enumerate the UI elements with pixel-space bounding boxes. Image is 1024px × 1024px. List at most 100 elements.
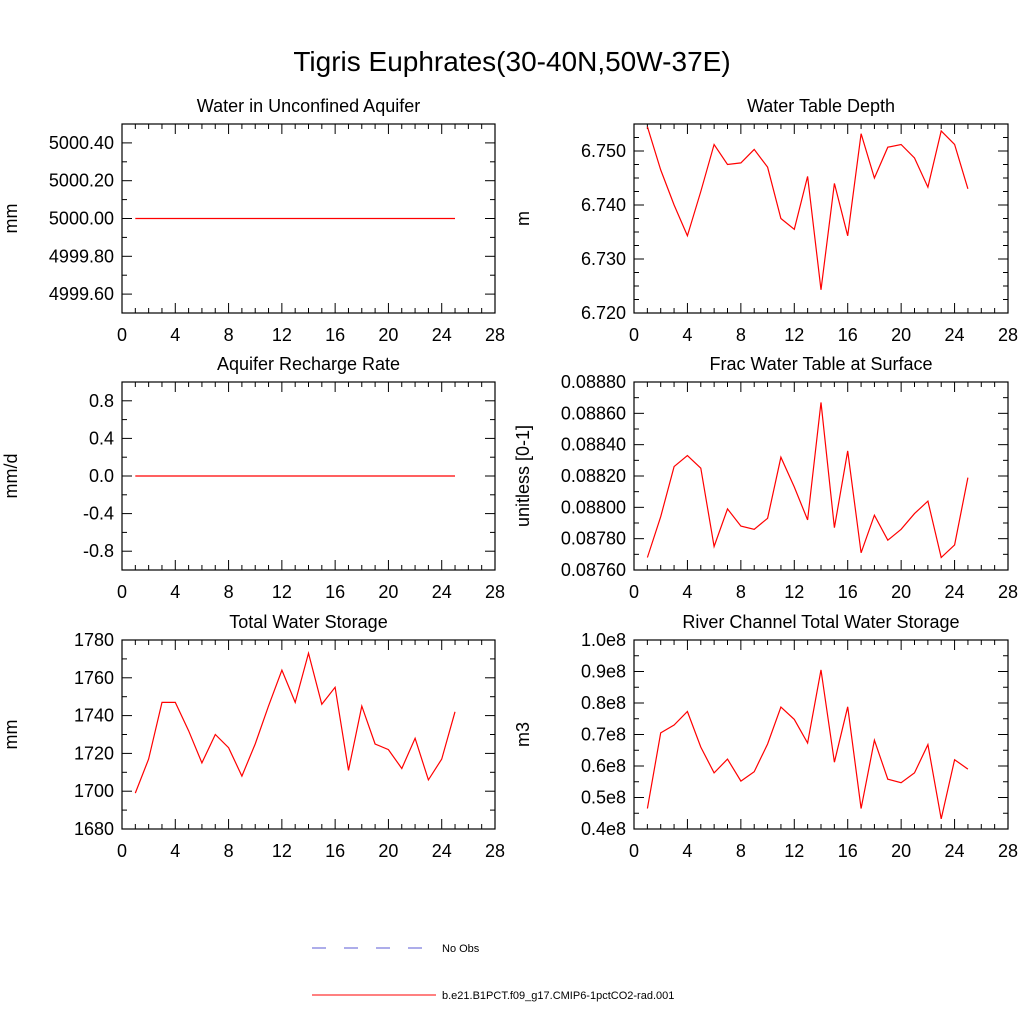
x-tick-label: 20	[891, 325, 911, 345]
y-tick-label: 1700	[74, 781, 114, 801]
y-tick-label: -0.8	[83, 541, 114, 561]
y-tick-label: 0.0	[89, 466, 114, 486]
y-tick-label: 0.6e8	[581, 756, 626, 776]
x-tick-label: 12	[272, 325, 292, 345]
y-tick-label: 5000.40	[49, 133, 114, 153]
y-tick-label: 1.0e8	[581, 630, 626, 650]
legend-label: No Obs	[442, 943, 480, 955]
x-tick-label: 20	[378, 325, 398, 345]
x-tick-label: 8	[736, 582, 746, 602]
y-tick-label: 6.750	[581, 141, 626, 161]
x-tick-label: 28	[485, 841, 505, 861]
plot-frame	[121, 381, 496, 571]
x-tick-label: 0	[629, 325, 639, 345]
x-tick-label: 0	[629, 582, 639, 602]
x-tick-label: 4	[682, 582, 692, 602]
x-tick-label: 16	[325, 325, 345, 345]
y-axis-label: m3	[513, 722, 533, 747]
panel-title: Water in Unconfined Aquifer	[197, 96, 420, 116]
y-tick-label: 0.8e8	[581, 693, 626, 713]
x-tick-label: 20	[891, 582, 911, 602]
x-tick-label: 4	[170, 325, 180, 345]
y-axis-label: m	[513, 211, 533, 226]
chart-panel: 0 4 8 12 16 20 24 28 4999.60 4999.80 5000.00 5000.2…	[1, 96, 505, 345]
series-line	[134, 650, 456, 794]
x-tick-label: 16	[325, 582, 345, 602]
x-tick-label: 8	[736, 841, 746, 861]
plot-frame	[121, 639, 496, 830]
y-tick-label: 0.9e8	[581, 662, 626, 682]
y-tick-label: 4999.80	[49, 246, 114, 266]
y-tick-label: 0.5e8	[581, 788, 626, 808]
y-tick-label: 0.4e8	[581, 819, 626, 839]
x-tick-label: 8	[224, 325, 234, 345]
y-tick-label: 5000.20	[49, 171, 114, 191]
x-tick-label: 4	[682, 325, 692, 345]
y-tick-label: 0.08800	[561, 497, 626, 517]
x-tick-label: 28	[485, 325, 505, 345]
y-tick-label: 0.08780	[561, 529, 626, 549]
chart-panel: 0 4 8 12 16 20 24 28 0.4e8 0.5e8 0.6e8 0.7e8 0.8e8 0.…	[513, 612, 1018, 861]
x-tick-label: 12	[784, 325, 804, 345]
x-tick-label: 24	[432, 582, 452, 602]
plot-frame	[633, 381, 1009, 571]
x-tick-label: 8	[224, 582, 234, 602]
panel-title: Water Table Depth	[747, 96, 895, 116]
chart-panel: 0 4 8 12 16 20 24 28 6.720 6.730 6.740 6.750 Water T…	[513, 96, 1018, 345]
x-tick-label: 16	[838, 841, 858, 861]
panel-title: River Channel Total Water Storage	[682, 612, 959, 632]
x-tick-label: 16	[838, 582, 858, 602]
chart-panel: 0 4 8 12 16 20 24 28 -0.8 -0.4 0.0 0.4 0.8 Aquifer Re…	[1, 354, 505, 602]
y-tick-label: 1720	[74, 743, 114, 763]
plot-frame	[121, 123, 496, 314]
x-tick-label: 8	[736, 325, 746, 345]
x-tick-label: 12	[784, 582, 804, 602]
y-tick-label: 4999.60	[49, 284, 114, 304]
y-tick-label: 0.08820	[561, 466, 626, 486]
series-line	[646, 402, 969, 559]
y-tick-label: 1680	[74, 819, 114, 839]
x-tick-label: 0	[117, 325, 127, 345]
x-tick-label: 20	[891, 841, 911, 861]
plot-frame	[633, 639, 1009, 830]
x-tick-label: 24	[945, 582, 965, 602]
x-tick-label: 12	[272, 841, 292, 861]
panel-title: Frac Water Table at Surface	[709, 354, 932, 374]
y-tick-label: 0.8	[89, 391, 114, 411]
y-tick-label: -0.4	[83, 504, 114, 524]
page-title: Tigris Euphrates(30-40N,50W-37E)	[293, 46, 731, 77]
panel-title: Total Water Storage	[229, 612, 387, 632]
y-axis-label: unitless [0-1]	[513, 425, 533, 527]
y-tick-label: 0.4	[89, 428, 114, 448]
y-tick-label: 6.730	[581, 249, 626, 269]
x-tick-label: 28	[485, 582, 505, 602]
x-tick-label: 24	[945, 841, 965, 861]
x-tick-label: 28	[998, 841, 1018, 861]
chart-panel: 0 4 8 12 16 20 24 28 1680 1700 1720 1740 1760 1780 Tot…	[1, 612, 505, 861]
x-tick-label: 24	[945, 325, 965, 345]
x-tick-label: 0	[629, 841, 639, 861]
y-tick-label: 5000.00	[49, 209, 114, 229]
panel-title: Aquifer Recharge Rate	[217, 354, 400, 374]
plot-frame	[633, 123, 1009, 314]
y-tick-label: 6.720	[581, 303, 626, 323]
y-tick-label: 0.08840	[561, 435, 626, 455]
x-tick-label: 16	[325, 841, 345, 861]
series-line	[646, 669, 969, 820]
y-axis-label: mm	[1, 204, 21, 234]
x-tick-label: 16	[838, 325, 858, 345]
y-tick-label: 1760	[74, 668, 114, 688]
y-axis-label: mm	[1, 720, 21, 750]
y-tick-label: 1740	[74, 706, 114, 726]
y-tick-label: 0.08860	[561, 403, 626, 423]
x-tick-label: 24	[432, 841, 452, 861]
x-tick-label: 4	[170, 582, 180, 602]
y-tick-label: 0.08760	[561, 560, 626, 580]
y-tick-label: 0.08880	[561, 372, 626, 392]
y-tick-label: 6.740	[581, 195, 626, 215]
x-tick-label: 24	[432, 325, 452, 345]
x-tick-label: 8	[224, 841, 234, 861]
x-tick-label: 0	[117, 582, 127, 602]
chart-panel: 0 4 8 12 16 20 24 28 0.08760 0.08780 0.08800 0.0882…	[513, 354, 1018, 602]
